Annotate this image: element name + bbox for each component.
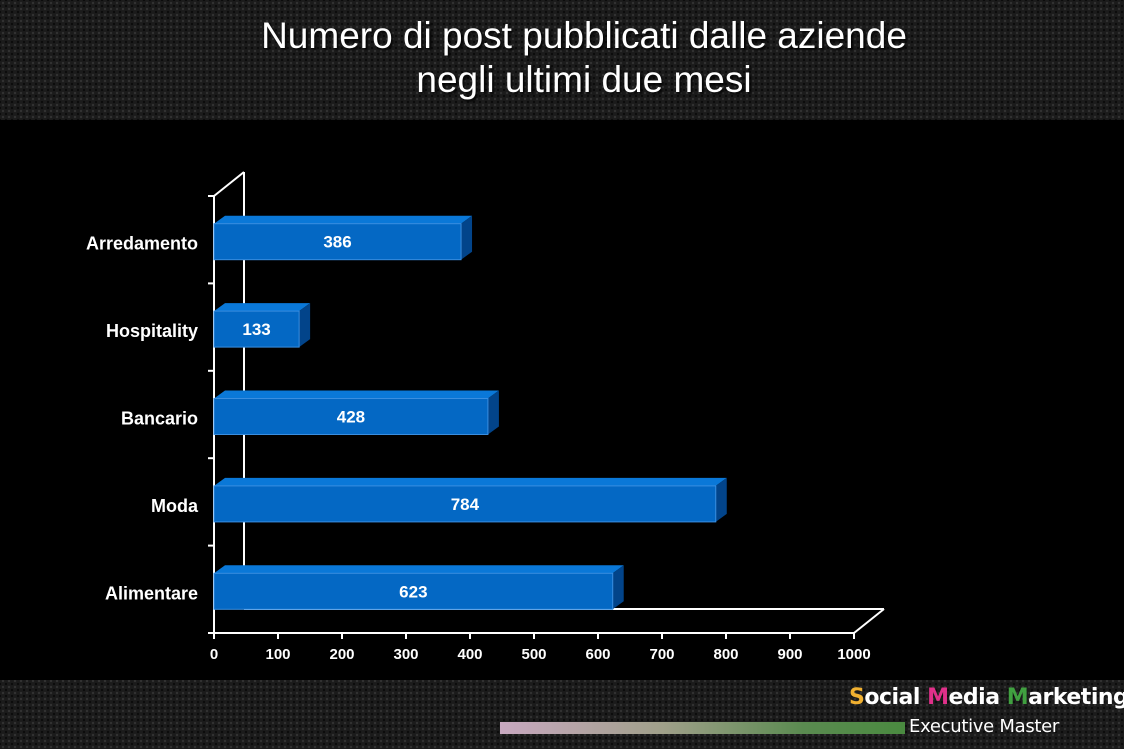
bar-side-arredamento [461,215,473,260]
data-label-hospitality: 133 [242,320,270,339]
category-label-bancario: Bancario [121,409,198,429]
chart-panel: 0 100 200 300 400 500 600 700 800 900 1000 386 Arred… [0,120,1124,680]
category-label-hospitality: Hospitality [106,321,198,341]
bar-side-hospitality [299,303,311,348]
brand-logo: Social Media Marketing Executive Master [849,685,1124,737]
data-label-alimentare: 623 [399,582,427,601]
brand-name-part: arketing [1028,685,1124,710]
bar-bancario [213,398,489,435]
bar-moda [213,485,717,523]
title-line-2: negli ultimi due mesi [416,59,752,100]
x-tick-label: 600 [585,646,610,663]
bar-side-moda [715,477,727,522]
x-tick-label: 900 [777,646,802,663]
chart-title: Numero di post pubblicati dalle aziende … [0,14,1124,102]
x-tick-label: 500 [521,646,546,663]
bar-top-hospitality [214,303,311,312]
bar-arredamento [213,223,462,261]
bar-side-alimentare [612,565,624,610]
bar-hospitality [213,310,300,348]
brand-name-part: M [1006,685,1029,710]
data-label-bancario: 428 [337,408,365,427]
x-tick-label: 100 [265,646,290,663]
brand-name: Social Media Marketing [849,685,1124,710]
data-label-moda: 784 [451,495,480,514]
bar-top-bancario [214,390,499,399]
bar-side-bancario [487,390,499,435]
y-axis-depth-line [213,171,245,197]
x-tick-label: 0 [210,646,218,663]
brand-name-part: ocial [864,685,928,710]
bar-top-alimentare [214,565,624,574]
data-label-arredamento: 386 [323,233,351,252]
bar-top-arredamento [214,215,473,224]
title-line-1: Numero di post pubblicati dalle aziende [261,15,907,56]
bar-alimentare [213,572,614,610]
x-tick-label: 800 [713,646,738,663]
bar-top-moda [214,477,727,486]
floor-right-line [853,608,885,634]
x-tick-label: 400 [457,646,482,663]
brand-name-part: S [849,685,865,710]
brand-name-part: edia [948,685,1007,710]
x-tick-label: 200 [329,646,354,663]
x-tick-label: 300 [393,646,418,663]
category-label-alimentare: Alimentare [105,583,198,603]
category-label-arredamento: Arredamento [86,234,198,254]
x-tick-label: 700 [649,646,674,663]
bar-chart: 0 100 200 300 400 500 600 700 800 900 1000 386 Arred… [86,171,885,663]
brand-subtitle: Executive Master [909,716,1060,737]
category-label-moda: Moda [151,496,199,516]
brand-gradient-strip [500,722,905,734]
x-tick-label: 1000 [837,646,870,663]
brand-name-part: M [927,685,949,710]
